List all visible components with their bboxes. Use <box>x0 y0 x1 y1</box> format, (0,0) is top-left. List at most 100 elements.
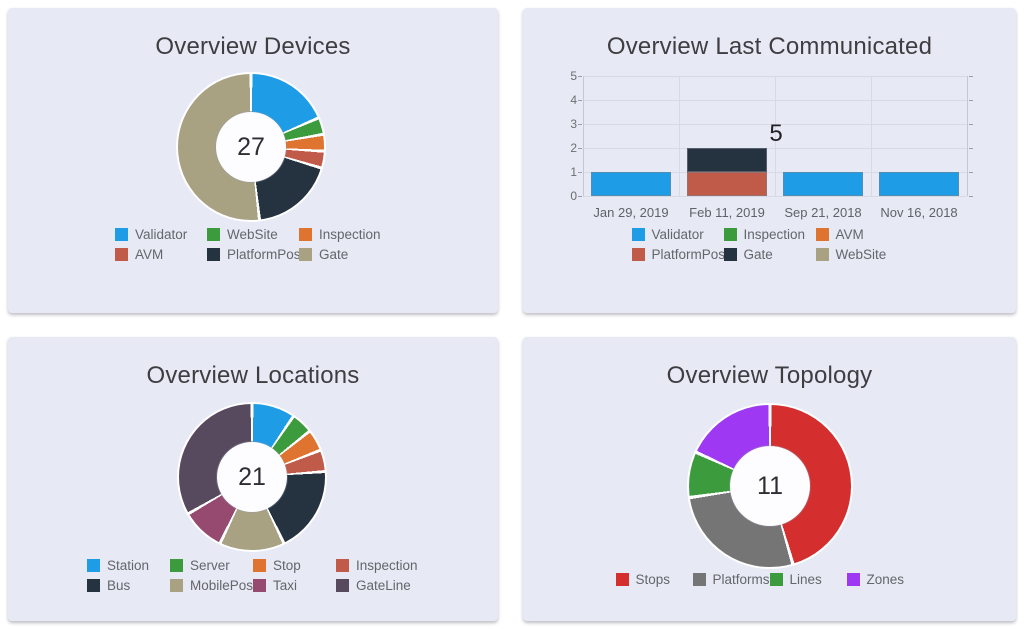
legend-label: Inspection <box>356 558 418 573</box>
legend-swatch <box>723 228 737 241</box>
last-communicated-title: Overview Last Communicated <box>606 33 933 60</box>
y-axis-tick-label: 1 <box>570 165 577 179</box>
topology-title: Overview Topology <box>666 362 873 389</box>
x-axis-category-label: Jan 29, 2019 <box>593 205 669 220</box>
locations-donut-chart[interactable]: 21 <box>179 404 325 550</box>
legend-swatch <box>207 248 220 261</box>
axis-line <box>583 76 584 196</box>
legend-item-platformpos[interactable]: PlatformPos <box>631 247 725 262</box>
panel-topology: Overview Topology 11 Stops Platforms Lines… <box>523 337 1016 621</box>
legend-item-station[interactable]: Station <box>87 558 170 573</box>
legend-label: Inspection <box>319 227 381 242</box>
legend-swatch <box>170 559 183 572</box>
legend-item-taxi[interactable]: Taxi <box>253 578 336 593</box>
topology-donut-chart[interactable]: 11 <box>689 405 851 567</box>
legend-swatch <box>846 573 860 586</box>
legend-label: Stops <box>635 572 671 587</box>
y-axis-right-tick <box>969 124 973 125</box>
bar-segment-platformpos[interactable] <box>687 172 767 196</box>
legend-item-validator[interactable]: Validator <box>115 227 207 242</box>
y-axis-tick-label: 0 <box>570 189 577 203</box>
legend-swatch <box>253 559 266 572</box>
legend-label: Validator <box>135 227 188 242</box>
legend-item-avm[interactable]: AVM <box>115 247 207 262</box>
legend-label: Inspection <box>743 227 806 242</box>
devices-donut-hole: 27 <box>216 112 286 182</box>
legend-label: WebSite <box>835 247 887 262</box>
locations-title: Overview Locations <box>146 362 360 389</box>
bar-value-annotation: 5 <box>769 120 783 147</box>
x-axis-category-label: Feb 11, 2019 <box>689 205 765 220</box>
legend-label: Lines <box>789 572 822 587</box>
legend-label: Taxi <box>273 578 298 593</box>
legend-item-server[interactable]: Server <box>170 558 253 573</box>
legend-item-validator[interactable]: Validator <box>631 227 724 242</box>
legend-swatch <box>253 579 266 592</box>
legend-label: Validator <box>651 227 704 242</box>
y-axis-tick <box>578 172 582 173</box>
devices-donut-chart[interactable]: 27 <box>178 74 324 220</box>
legend-label: Gate <box>319 247 349 262</box>
bar-segment-validator[interactable] <box>879 172 959 196</box>
y-axis-tick <box>578 76 582 77</box>
legend-swatch <box>336 579 349 592</box>
legend-item-gate[interactable]: Gate <box>299 247 391 262</box>
y-axis-tick-label: 2 <box>570 141 577 155</box>
last-communicated-bar-chart: 0 1 2 3 4 5 Jan 29, 2019 Feb 11, 2019 Sep 21, 20… <box>523 8 1016 313</box>
last-communicated-legend: Validator Inspection AVM PlatformPos Gate Web… <box>631 227 908 262</box>
legend-item-inspection[interactable]: Inspection <box>723 227 816 242</box>
legend-label: Server <box>190 558 230 573</box>
legend-item-platformpos[interactable]: PlatformPos <box>207 247 301 262</box>
y-axis-tick <box>578 196 582 197</box>
y-axis-tick-label: 3 <box>570 117 577 131</box>
legend-label: PlatformPos <box>227 247 301 262</box>
legend-swatch <box>769 573 783 586</box>
legend-label: Bus <box>107 578 131 593</box>
devices-legend: Validator WebSite Inspection AVM PlatformPos… <box>115 227 391 262</box>
legend-swatch <box>115 248 128 261</box>
legend-swatch <box>815 248 829 261</box>
legend-item-website[interactable]: WebSite <box>815 247 908 262</box>
y-axis-right-tick <box>969 76 973 77</box>
legend-item-website[interactable]: WebSite <box>207 227 299 242</box>
legend-swatch <box>631 248 645 261</box>
legend-label: Stop <box>273 558 301 573</box>
y-axis-tick-label: 4 <box>570 93 577 107</box>
gridline-vertical <box>775 76 776 196</box>
legend-item-platforms[interactable]: Platforms <box>692 572 770 587</box>
legend-item-mobilepos[interactable]: MobilePos <box>170 578 253 593</box>
panel-locations: Overview Locations 21 Station Server Stop I… <box>8 337 498 621</box>
bar-segment-gate[interactable] <box>687 148 767 172</box>
panel-devices: Overview Devices 27 Validator WebSite Insp… <box>8 8 498 313</box>
legend-label: Zones <box>866 572 905 587</box>
legend-item-lines[interactable]: Lines <box>769 572 847 587</box>
topology-legend: Stops Platforms Lines Zones <box>615 572 924 587</box>
legend-swatch <box>87 559 100 572</box>
topology-donut-hole: 11 <box>730 446 810 526</box>
locations-donut-hole: 21 <box>217 442 287 512</box>
legend-item-stops[interactable]: Stops <box>615 572 693 587</box>
y-axis-right-tick <box>969 172 973 173</box>
legend-item-gate[interactable]: Gate <box>723 247 816 262</box>
legend-label: MobilePos <box>190 578 254 593</box>
legend-item-gateline[interactable]: GateLine <box>336 578 419 593</box>
legend-item-inspection[interactable]: Inspection <box>299 227 391 242</box>
topology-center-total: 11 <box>757 471 783 500</box>
locations-center-total: 21 <box>238 462 266 491</box>
legend-item-bus[interactable]: Bus <box>87 578 170 593</box>
legend-item-inspection[interactable]: Inspection <box>336 558 419 573</box>
legend-item-zones[interactable]: Zones <box>846 572 924 587</box>
panel-last-communicated: Overview Last Communicated 0 1 2 3 4 5 Jan 29,… <box>523 8 1016 313</box>
legend-label: WebSite <box>227 227 278 242</box>
legend-swatch <box>723 248 737 261</box>
legend-item-stop[interactable]: Stop <box>253 558 336 573</box>
legend-item-avm[interactable]: AVM <box>815 227 908 242</box>
legend-swatch <box>207 228 220 241</box>
bar-segment-validator[interactable] <box>591 172 671 196</box>
bar-segment-validator[interactable] <box>783 172 863 196</box>
legend-swatch <box>299 248 312 261</box>
legend-label: Station <box>107 558 150 573</box>
legend-label: GateLine <box>356 578 411 593</box>
y-axis-tick <box>578 124 582 125</box>
